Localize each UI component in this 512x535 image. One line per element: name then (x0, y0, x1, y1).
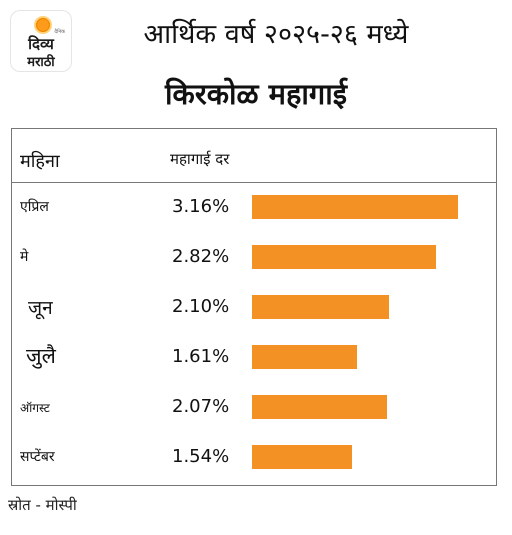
inflation-bar (252, 445, 353, 469)
inflation-bar (252, 295, 389, 319)
table-header: महिना महागाई दर (12, 129, 496, 183)
month-label: जून (28, 296, 53, 319)
inflation-bar (252, 245, 436, 269)
rate-value-label: 1.61% (172, 346, 230, 367)
rate-value-label: 3.16% (172, 196, 230, 217)
chart-title-line-2: किरकोळ महागाई (165, 77, 347, 111)
column-header-month: महिना (20, 151, 60, 172)
month-label: जुलै (26, 344, 56, 369)
inflation-bar (252, 195, 458, 219)
rate-value-label: 2.07% (172, 396, 230, 417)
logo-tag: दैनिक (54, 29, 65, 35)
logo-line-2: मराठी (27, 55, 55, 70)
month-label: ऑगस्ट (20, 400, 50, 415)
inflation-bar (252, 345, 357, 369)
chart-title-line-1: आर्थिक वर्ष २०२५-२६ मध्ये (143, 19, 409, 50)
month-label: सप्टेंबर (20, 449, 55, 466)
inflation-bar (252, 395, 387, 419)
inflation-table: महिना महागाई दर एप्रिल 3.16% मे 2.82% जून 2.1… (11, 128, 497, 486)
column-header-rate: महागाई दर (170, 150, 230, 168)
month-label: एप्रिल (20, 199, 49, 216)
logo-line-1: दिव्य (28, 35, 54, 53)
rate-value-label: 1.54% (172, 446, 230, 467)
sun-icon (34, 16, 52, 34)
rate-value-label: 2.82% (172, 246, 230, 267)
month-label: मे (20, 249, 29, 266)
rate-value-label: 2.10% (172, 296, 230, 317)
divya-marathi-logo: दैनिक दिव्य मराठी (10, 10, 72, 72)
source-note: स्रोत - मोस्पी (8, 496, 77, 514)
